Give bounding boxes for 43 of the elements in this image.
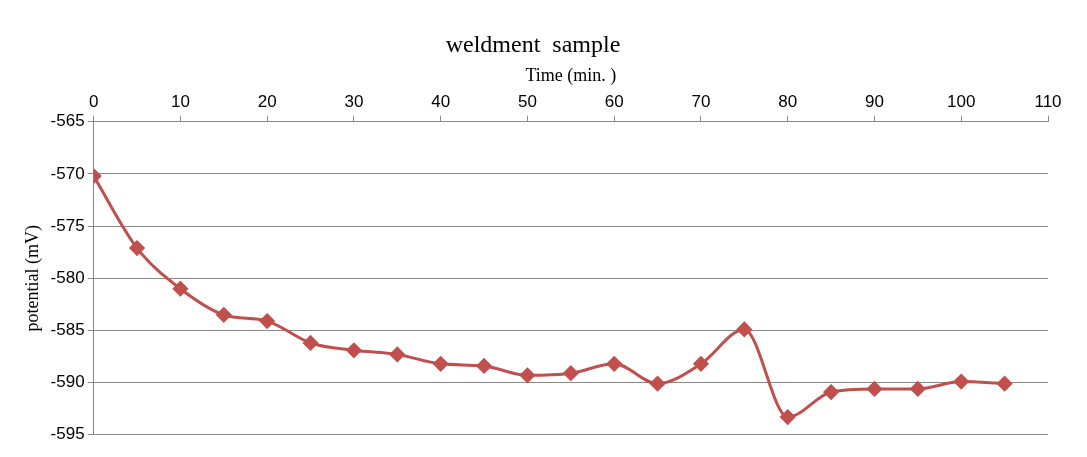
x-tick-label: 30: [344, 92, 364, 112]
point: [172, 281, 188, 297]
point: [997, 376, 1013, 392]
point: [519, 367, 535, 383]
chart-title: weldment sample: [445, 30, 621, 57]
point: [780, 409, 796, 425]
x-tick-label: 60: [604, 92, 624, 112]
point: [303, 335, 319, 351]
point: [910, 381, 926, 397]
point: [693, 356, 709, 372]
x-tick-label: 100: [947, 92, 976, 112]
point: [259, 313, 275, 329]
x-tick-label: 50: [517, 92, 537, 112]
y-tick-label: -595: [50, 424, 85, 444]
point: [650, 376, 666, 392]
point: [866, 381, 882, 397]
point: [823, 384, 839, 400]
x-tick-label: 10: [170, 92, 190, 112]
point: [216, 307, 232, 323]
x-tick-label: 70: [691, 92, 711, 112]
x-tick-label: 90: [865, 92, 884, 112]
point: [346, 342, 362, 358]
y-tick-label: -570: [50, 163, 85, 183]
point: [129, 240, 145, 256]
x-tick-label: 20: [257, 92, 277, 112]
x-tick-label: 80: [778, 92, 798, 112]
point: [736, 321, 752, 337]
point: [433, 356, 449, 372]
y-tick-label: -575: [50, 215, 85, 235]
point: [389, 346, 405, 362]
y-tick-label: -580: [50, 267, 85, 287]
point: [476, 358, 492, 374]
x-tick-label: 110: [1034, 92, 1062, 112]
x-tick-label: 40: [431, 92, 451, 112]
point: [606, 356, 622, 372]
point: [563, 365, 579, 381]
x-axis-title: Time (min. ): [525, 65, 617, 87]
y-tick-label: -565: [50, 111, 85, 131]
y-tick-label: -590: [50, 372, 85, 392]
x-tick-label: 0: [88, 92, 99, 112]
point: [953, 374, 969, 390]
y-axis-title: potential (mV): [21, 225, 43, 332]
y-tick-label: -585: [50, 320, 85, 340]
